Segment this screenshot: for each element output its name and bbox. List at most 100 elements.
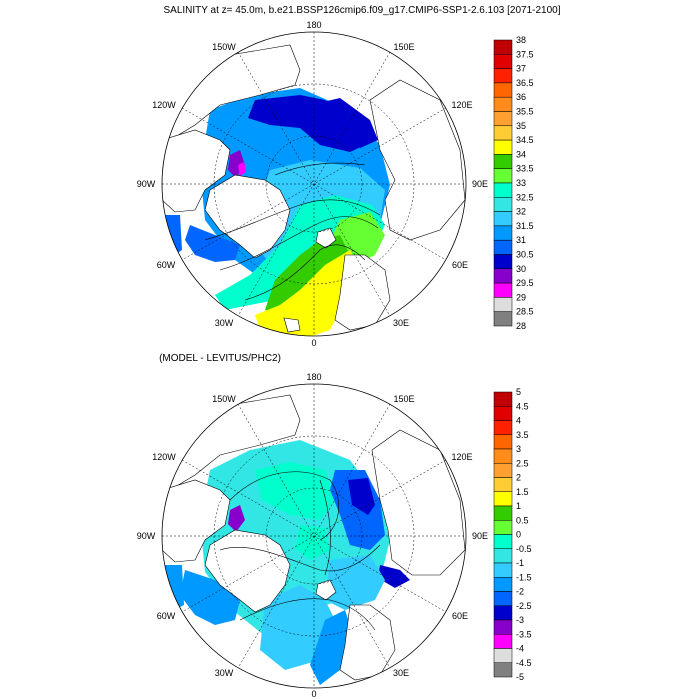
bottom-colorbar-swatch <box>493 448 513 464</box>
top-colorbar-label: 33.5 <box>516 164 534 174</box>
top-colorbar-label: 29 <box>516 292 526 302</box>
bottom-colorbar-swatch <box>493 591 513 606</box>
top-canadian-archipelago-2 <box>238 162 246 176</box>
top-siberian-shelf <box>248 95 365 152</box>
top-lon-30w: 30W <box>215 318 234 328</box>
top-colorbar-label: 32 <box>516 207 526 217</box>
bottom-lon-90w: 90W <box>137 531 156 541</box>
bottom-colorbar-swatch <box>493 520 513 535</box>
top-title: SALINITY at z= 45.0m, b.e21.BSSP126cmip6… <box>163 5 560 16</box>
bottom-colorbar-swatch <box>493 477 513 492</box>
bottom-colorbar-swatch <box>493 420 513 435</box>
bottom-colorbar-label: -4 <box>516 644 524 654</box>
top-colorbar-swatch <box>493 154 513 169</box>
top-colorbar-swatch <box>493 211 513 227</box>
top-lon-90w: 90W <box>137 179 156 189</box>
bottom-longitude-labels: 180 150W 150E 120W 120E 90W 90E 60W 60E … <box>137 372 488 699</box>
top-lon-150e: 150E <box>393 42 414 52</box>
bottom-kara-laptev <box>330 470 385 550</box>
bottom-greenland-shelf <box>180 570 240 625</box>
top-colorbar-label: 32.5 <box>516 192 534 202</box>
top-colorbar-label: 29.5 <box>516 278 534 288</box>
top-colorbar-swatch <box>493 282 513 298</box>
bottom-lon-60e: 60E <box>452 611 468 621</box>
top-greenland-shelf <box>185 225 240 262</box>
bottom-colorbar-label: 1.5 <box>516 487 529 497</box>
top-colorbar-label: 30 <box>516 264 526 274</box>
top-colorbar-swatch <box>493 239 513 255</box>
bottom-colorbar-label: 2.5 <box>516 458 529 468</box>
top-siberia-land <box>369 79 466 241</box>
bottom-beaufort-gyre <box>255 462 335 520</box>
bottom-colorbar-label: -2 <box>516 587 524 597</box>
top-colorbar-swatch <box>493 197 513 212</box>
top-lon-180: 180 <box>306 20 321 30</box>
bottom-colorbar-label: -3.5 <box>516 629 532 639</box>
bottom-colorbar-label: 0.5 <box>516 515 529 525</box>
top-colorbar-swatch <box>493 82 513 98</box>
bottom-colorbar-swatch <box>493 562 513 578</box>
bottom-colorbar-swatch <box>493 434 513 450</box>
top-colorbar-label: 34.5 <box>516 135 534 145</box>
top-colorbar-swatch <box>493 182 513 198</box>
top-colorbar-swatch <box>493 54 513 69</box>
top-colorbar-label: 30.5 <box>516 250 534 260</box>
bottom-colorbar-swatch <box>493 463 513 478</box>
top-colorbar-label: 35 <box>516 121 526 131</box>
bottom-norwegian-coast <box>310 610 355 685</box>
top-hudson-bay <box>162 215 182 258</box>
top-colorbar-label: 35.5 <box>516 107 534 117</box>
bottom-colorbar-label: 4.5 <box>516 401 529 411</box>
top-colorbar-swatch <box>493 68 513 84</box>
bottom-map-boundary <box>161 383 467 689</box>
top-colorbar-swatch <box>493 111 513 127</box>
bottom-lon-150e: 150E <box>393 394 414 404</box>
bottom-siberian-coast-2 <box>378 565 410 588</box>
bottom-beaufort-gyre-2 <box>295 525 330 560</box>
top-colorbar-label: 28.5 <box>516 307 534 317</box>
top-lon-0: 0 <box>311 338 316 348</box>
bottom-colorbar-label: -4.5 <box>516 658 532 668</box>
top-colorbar-label: 28 <box>516 321 526 331</box>
top-map-fill <box>162 32 466 336</box>
bottom-colorbar-label: -2.5 <box>516 601 532 611</box>
bottom-colorbar-label: -3 <box>516 615 524 625</box>
bottom-colorbar-swatch <box>493 391 513 407</box>
bottom-greenland-land <box>204 529 291 613</box>
top-colorbar-swatch <box>493 125 513 141</box>
bottom-svalbard-land <box>315 579 337 601</box>
top-colorbar-swatch <box>493 39 513 55</box>
top-colorbar-label: 37 <box>516 64 526 74</box>
bottom-lon-120w: 120W <box>152 452 176 462</box>
bottom-colorbar-swatch <box>493 605 513 621</box>
top-lon-120e: 120E <box>451 100 472 110</box>
bottom-colorbar-label: -1.5 <box>516 572 532 582</box>
bottom-colorbar-swatch <box>493 406 513 421</box>
top-lon-120w: 120W <box>152 100 176 110</box>
bottom-lon-90e: 90E <box>472 531 488 541</box>
bottom-lon-60w: 60W <box>157 611 176 621</box>
top-greenland-land <box>204 174 291 259</box>
bottom-colorbar-label: 1 <box>516 501 521 511</box>
bottom-lon-180: 180 <box>306 372 321 382</box>
top-colorbar-swatch <box>493 311 513 327</box>
bottom-map <box>161 383 467 689</box>
bottom-barents-sea <box>325 555 385 610</box>
top-colorbar-swatch <box>493 225 513 241</box>
top-colorbar-label: 36 <box>516 92 526 102</box>
bottom-colorbar-swatch <box>493 619 513 635</box>
top-colorbar-swatch <box>493 139 513 155</box>
top-colorbar-swatch <box>493 297 513 312</box>
bottom-colorbar-swatch <box>493 534 513 549</box>
top-map-boundary <box>161 31 467 337</box>
top-nordic-seas <box>265 235 350 315</box>
bottom-colorbar-label: 3 <box>516 444 521 454</box>
top-colorbar-swatch <box>493 96 513 112</box>
bottom-lon-150w: 150W <box>212 394 236 404</box>
bottom-colorbar-swatch <box>493 648 513 663</box>
bottom-siberian-coast <box>348 478 375 515</box>
bottom-canadian-archipelago <box>228 505 245 532</box>
top-iceland-land <box>283 317 301 333</box>
top-colorbar: 38 37.5 37 36.5 36 35.5 35 34.5 34 33.5 33 32.5 32 31… <box>493 35 534 331</box>
